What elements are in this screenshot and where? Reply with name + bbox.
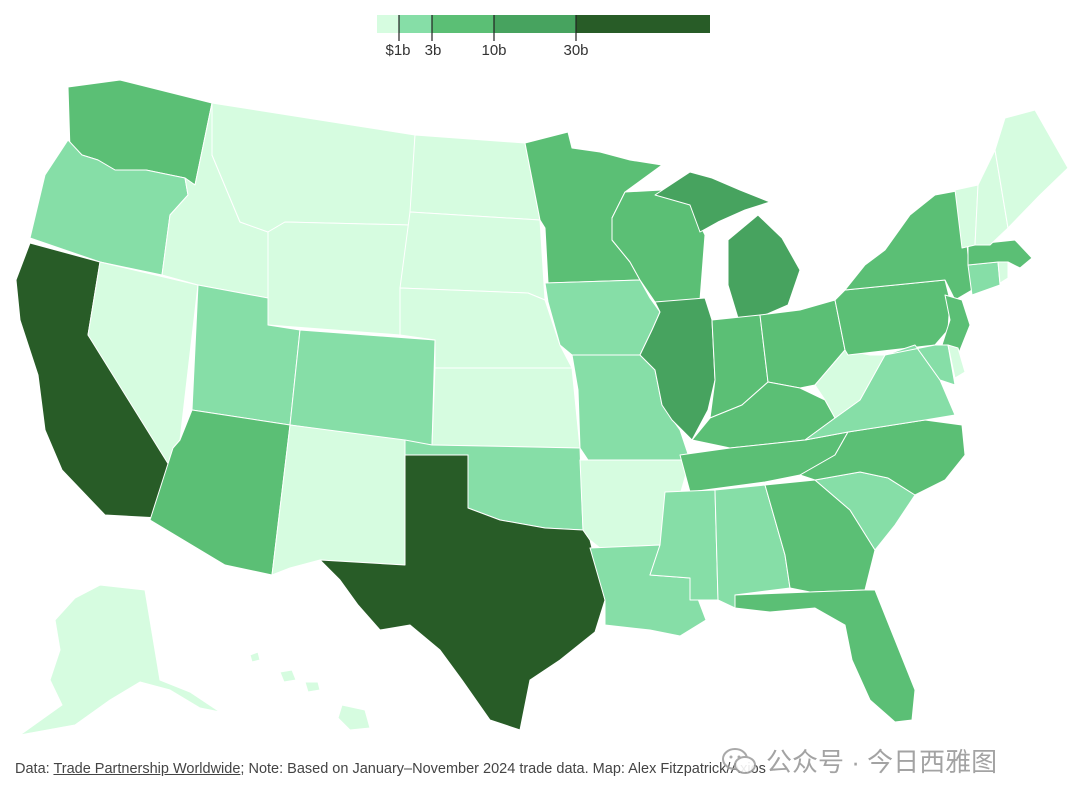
state-MD [884, 344, 956, 386]
wechat-watermark: 公众号 · 今日西雅图 [722, 742, 997, 779]
state-MT [211, 102, 416, 233]
state-DE [947, 344, 966, 379]
state-NY [844, 189, 973, 301]
source-link[interactable]: Trade Partnership Worldwide [53, 761, 241, 777]
state-MI-lower [727, 214, 801, 319]
state-SD [399, 211, 546, 301]
legend-bin-2 [432, 15, 494, 33]
legend-bin-1 [399, 15, 432, 33]
state-KS [431, 367, 581, 449]
legend-tick-label: $1b [385, 42, 411, 59]
source-rest: ; Note: Based on January–November 2024 t… [240, 761, 766, 777]
state-TX [319, 454, 606, 731]
state-MA [967, 239, 1033, 269]
legend-tick-label: 30b [563, 42, 589, 59]
us-choropleth-map [15, 79, 1069, 736]
source-note: Data: Trade Partnership Worldwide; Note:… [15, 761, 766, 777]
state-HI-4 [337, 704, 371, 731]
state-AK [19, 584, 221, 736]
state-RI [997, 261, 1009, 284]
state-PA [834, 279, 951, 356]
state-ND [409, 134, 541, 221]
legend-tick-label: 10b [481, 42, 507, 59]
state-CT [967, 261, 1001, 296]
state-FL [734, 589, 916, 723]
color-legend: $1b 3b 10b 30b [0, 0, 1080, 70]
state-NH [974, 149, 1009, 246]
state-IA [544, 279, 661, 356]
wechat-icon [722, 747, 756, 774]
state-HI-2 [279, 669, 297, 683]
legend-bin-4 [576, 15, 710, 33]
state-HI-3 [304, 681, 321, 693]
state-WY [267, 221, 411, 336]
state-MI-upper [654, 171, 771, 233]
watermark-text: 公众号 · 今日西雅图 [766, 747, 998, 777]
state-ME [994, 109, 1069, 229]
state-HI-1 [249, 651, 261, 663]
source-prefix: Data: [15, 761, 54, 777]
legend-bar [377, 15, 710, 41]
legend-bin-0 [377, 15, 399, 33]
legend-bin-3 [494, 15, 576, 33]
legend-tick-label: 3b [424, 42, 442, 59]
state-NM [271, 424, 406, 576]
